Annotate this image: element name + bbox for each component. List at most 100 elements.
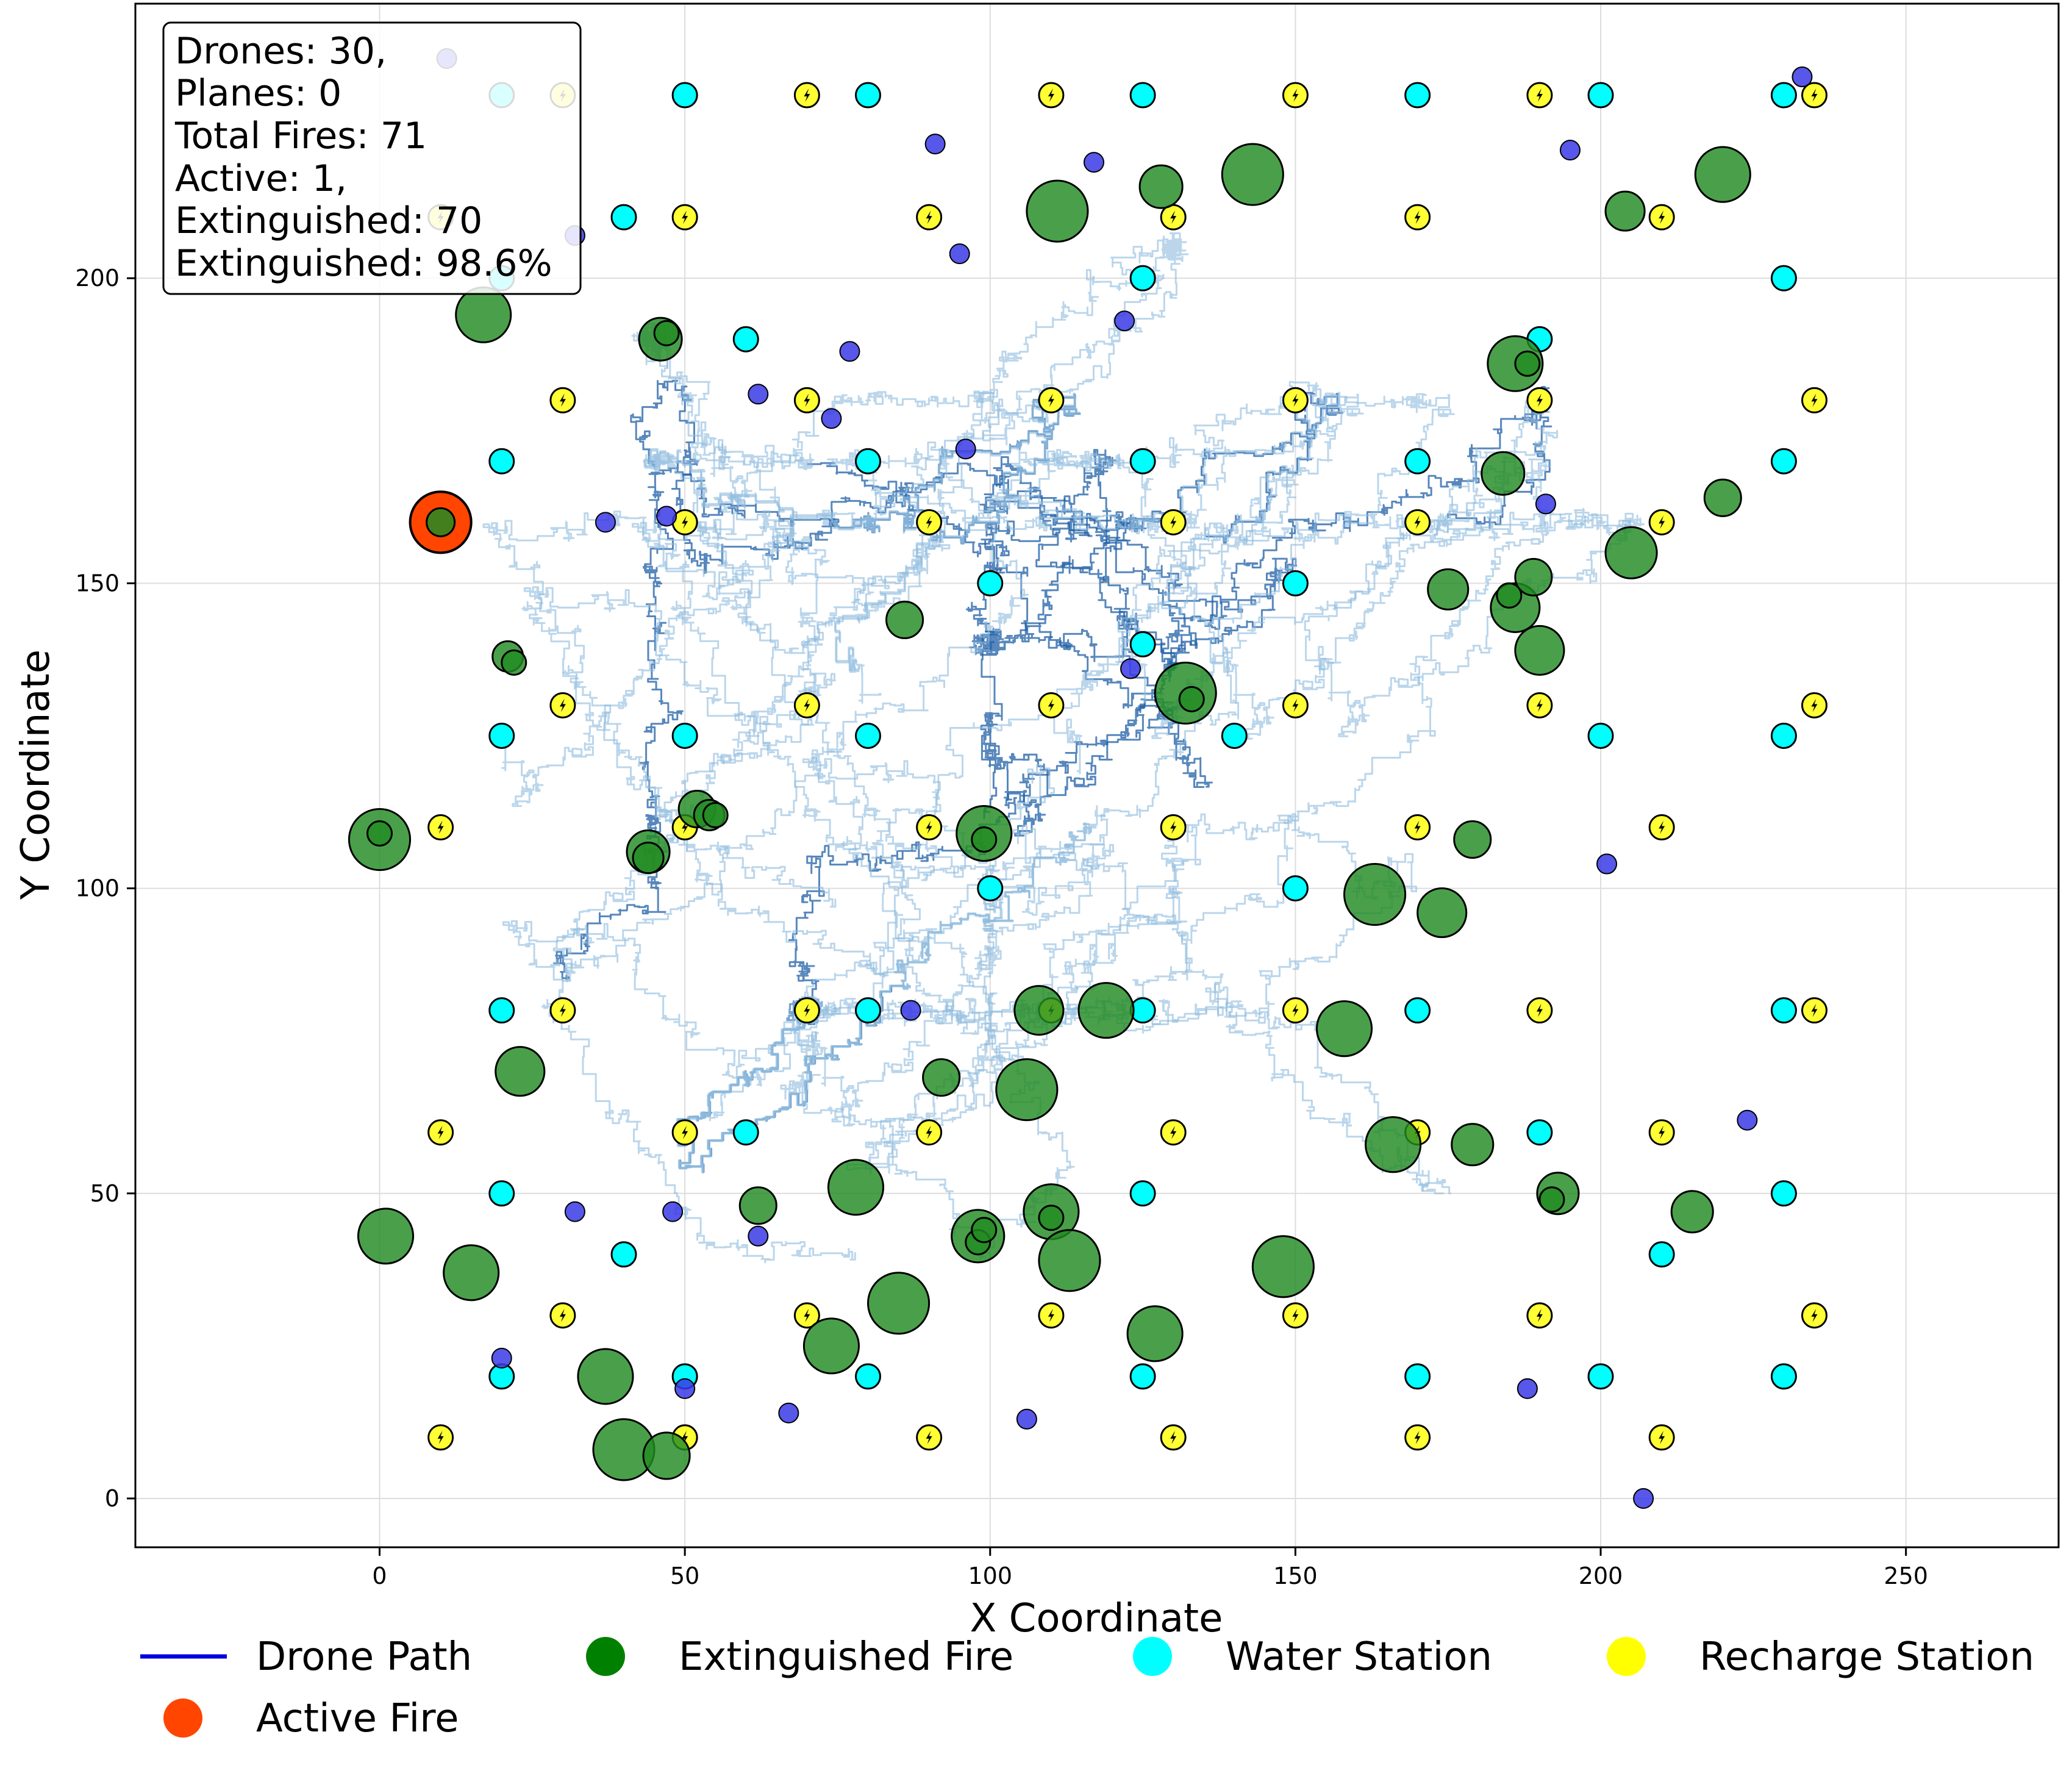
lightning-bolt-icon (437, 1430, 444, 1444)
lightning-bolt-icon (1811, 88, 1818, 102)
extinguished-fire-marker (1365, 1116, 1422, 1173)
water-station-marker (488, 1180, 515, 1207)
extinguished-fire-marker (1343, 863, 1407, 926)
lightning-bolt-icon (437, 820, 444, 834)
water-station-marker (488, 997, 515, 1024)
y-tick-label: 50 (90, 1180, 120, 1207)
x-tick-label: 250 (1884, 1563, 1928, 1589)
extinguished-fire-marker (1703, 478, 1742, 517)
drone-marker (1016, 1408, 1037, 1430)
x-tick-label: 200 (1579, 1563, 1623, 1589)
y-tick-label: 200 (75, 265, 120, 292)
x-axis-title: X Coordinate (970, 1596, 1223, 1641)
drone-marker (674, 1378, 696, 1399)
lightning-bolt-icon (1292, 88, 1299, 102)
water-station-marker (1129, 265, 1156, 292)
lightning-bolt-icon (1811, 1003, 1818, 1017)
water-station-marker (1129, 1363, 1156, 1390)
legend-drone-path-label: Drone Path (256, 1634, 472, 1680)
drone-marker (924, 134, 946, 155)
extinguished-fire-marker (1496, 582, 1523, 609)
extinguished-fire-marker (455, 286, 512, 343)
x-tick-label: 150 (1273, 1563, 1318, 1589)
extinguished-fire-marker (642, 1431, 691, 1480)
drone-marker (1596, 853, 1618, 875)
drone-marker (839, 341, 860, 362)
extinguished-fire-marker (1077, 982, 1135, 1039)
extinguished-fire-marker (1453, 820, 1492, 859)
lightning-bolt-icon (1170, 1430, 1177, 1444)
extinguished-fire-marker (1126, 1305, 1184, 1362)
extinguished-fire-marker (1038, 1205, 1065, 1231)
y-tick-label: 0 (105, 1485, 120, 1512)
legend-extinguished-fire-label: Extinguished Fire (679, 1634, 1013, 1680)
water-station-marker (1404, 997, 1431, 1024)
water-station-marker (1282, 875, 1309, 902)
water-station-marker (1129, 448, 1156, 474)
lightning-bolt-icon (1659, 210, 1665, 224)
water-station-marker (732, 1119, 759, 1146)
drone-marker (821, 408, 842, 429)
lightning-bolt-icon (1170, 515, 1177, 529)
extinguished-fire-marker (1451, 1123, 1495, 1167)
drone-positions (436, 48, 1813, 1509)
water-station-marker (610, 1241, 637, 1268)
water-station-marker (855, 997, 882, 1024)
drone-marker (1120, 658, 1141, 679)
lightning-bolt-icon (1659, 820, 1665, 834)
extinguished-fire-marker (632, 842, 665, 875)
lightning-bolt-icon (682, 1125, 688, 1139)
lightning-bolt-icon (1811, 393, 1818, 407)
lightning-bolt-icon (559, 1308, 566, 1322)
extinguished-fire-marker (922, 1058, 961, 1097)
water-station-marker (610, 204, 637, 231)
water-station-marker (488, 722, 515, 749)
drone-marker (656, 506, 677, 527)
legend-active-fire-swatch (163, 1699, 202, 1738)
lightning-bolt-icon (1659, 1430, 1665, 1444)
drone-path-line (1304, 392, 1632, 737)
water-station-marker (1404, 448, 1431, 474)
x-tick-label: 50 (670, 1563, 699, 1589)
lightning-bolt-icon (1659, 1125, 1665, 1139)
lightning-bolt-icon (682, 515, 688, 529)
drone-marker (1792, 66, 1813, 88)
lightning-bolt-icon (1811, 1308, 1818, 1322)
water-station-marker (1770, 722, 1797, 749)
water-station-marker (977, 875, 1004, 902)
extinguished-fire-marker (827, 1159, 885, 1216)
lightning-bolt-icon (926, 515, 932, 529)
extinguished-fire-marker (1416, 887, 1468, 939)
water-station-marker (671, 722, 698, 749)
water-station-marker (732, 326, 759, 353)
drone-marker (1559, 140, 1581, 161)
drone-marker (955, 439, 976, 460)
drone-marker (595, 512, 616, 533)
extinguished-fire-marker (1038, 1229, 1101, 1292)
y-tick-label: 150 (75, 570, 120, 596)
lightning-bolt-icon (926, 210, 932, 224)
extinguished-fire-marker (1538, 1186, 1565, 1213)
lightning-bolt-icon (1292, 698, 1299, 712)
drone-marker (949, 243, 970, 265)
info-line-total-fires: Total Fires: 71 (174, 115, 427, 157)
drone-path-line (677, 805, 1445, 1195)
extinguished-fire-marker (971, 1217, 998, 1244)
lightning-bolt-icon (682, 1430, 688, 1444)
lightning-bolt-icon (1292, 393, 1299, 407)
drone-marker (900, 1000, 921, 1021)
extinguished-fire-marker (1514, 625, 1565, 676)
extinguished-fire-marker (1514, 557, 1553, 596)
lightning-bolt-icon (804, 698, 810, 712)
water-station-marker (488, 448, 515, 474)
water-station-marker (855, 448, 882, 474)
water-station-marker (1770, 1180, 1797, 1207)
drone-marker (491, 1347, 512, 1369)
extinguished-fire-marker (971, 826, 998, 853)
extinguished-fire-marker (1604, 190, 1646, 232)
drone-marker (1535, 493, 1556, 515)
water-station-marker (1282, 570, 1309, 596)
lightning-bolt-icon (1048, 698, 1054, 712)
x-tick-label: 100 (968, 1563, 1013, 1589)
